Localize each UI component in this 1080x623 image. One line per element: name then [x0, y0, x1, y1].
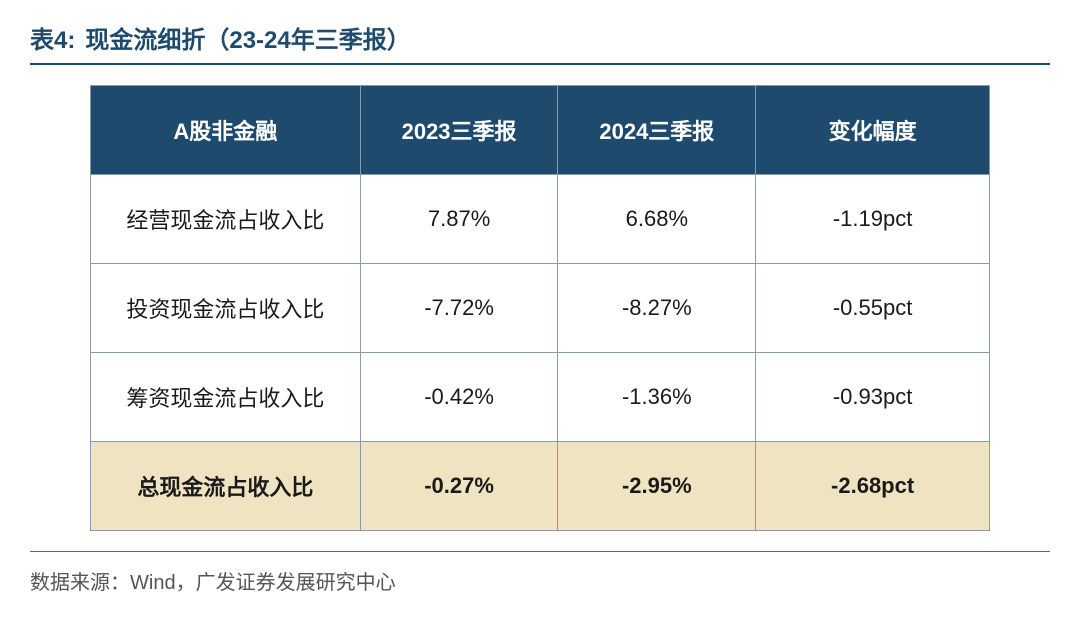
row-label: 总现金流占收入比	[91, 442, 361, 531]
source-divider	[30, 551, 1050, 552]
cell-2024: -8.27%	[558, 264, 756, 353]
cell-2024: 6.68%	[558, 175, 756, 264]
table-number: 表4:	[30, 20, 75, 55]
cell-2023: -0.27%	[360, 442, 558, 531]
table-row-highlight: 总现金流占收入比 -0.27% -2.95% -2.68pct	[91, 442, 990, 531]
table-header-row: A股非金融 2023三季报 2024三季报 变化幅度	[91, 86, 990, 175]
cell-2023: -0.42%	[360, 353, 558, 442]
cell-2024: -1.36%	[558, 353, 756, 442]
cell-2023: -7.72%	[360, 264, 558, 353]
cell-2024: -2.95%	[558, 442, 756, 531]
col-header-3: 变化幅度	[756, 86, 990, 175]
cell-delta: -1.19pct	[756, 175, 990, 264]
cell-delta: -0.93pct	[756, 353, 990, 442]
table-title: 现金流细折（23-24年三季报）	[85, 20, 410, 55]
col-header-1: 2023三季报	[360, 86, 558, 175]
cell-2023: 7.87%	[360, 175, 558, 264]
row-label: 筹资现金流占收入比	[91, 353, 361, 442]
col-header-2: 2024三季报	[558, 86, 756, 175]
table-row: 投资现金流占收入比 -7.72% -8.27% -0.55pct	[91, 264, 990, 353]
title-row: 表4: 现金流细折（23-24年三季报）	[30, 20, 1050, 65]
cell-delta: -2.68pct	[756, 442, 990, 531]
cashflow-table: A股非金融 2023三季报 2024三季报 变化幅度 经营现金流占收入比 7.8…	[90, 85, 990, 531]
row-label: 投资现金流占收入比	[91, 264, 361, 353]
table-row: 筹资现金流占收入比 -0.42% -1.36% -0.93pct	[91, 353, 990, 442]
table-row: 经营现金流占收入比 7.87% 6.68% -1.19pct	[91, 175, 990, 264]
table-container: A股非金融 2023三季报 2024三季报 变化幅度 经营现金流占收入比 7.8…	[30, 85, 1050, 531]
row-label: 经营现金流占收入比	[91, 175, 361, 264]
data-source: 数据来源：Wind，广发证券发展研究中心	[30, 562, 1050, 595]
col-header-0: A股非金融	[91, 86, 361, 175]
cell-delta: -0.55pct	[756, 264, 990, 353]
